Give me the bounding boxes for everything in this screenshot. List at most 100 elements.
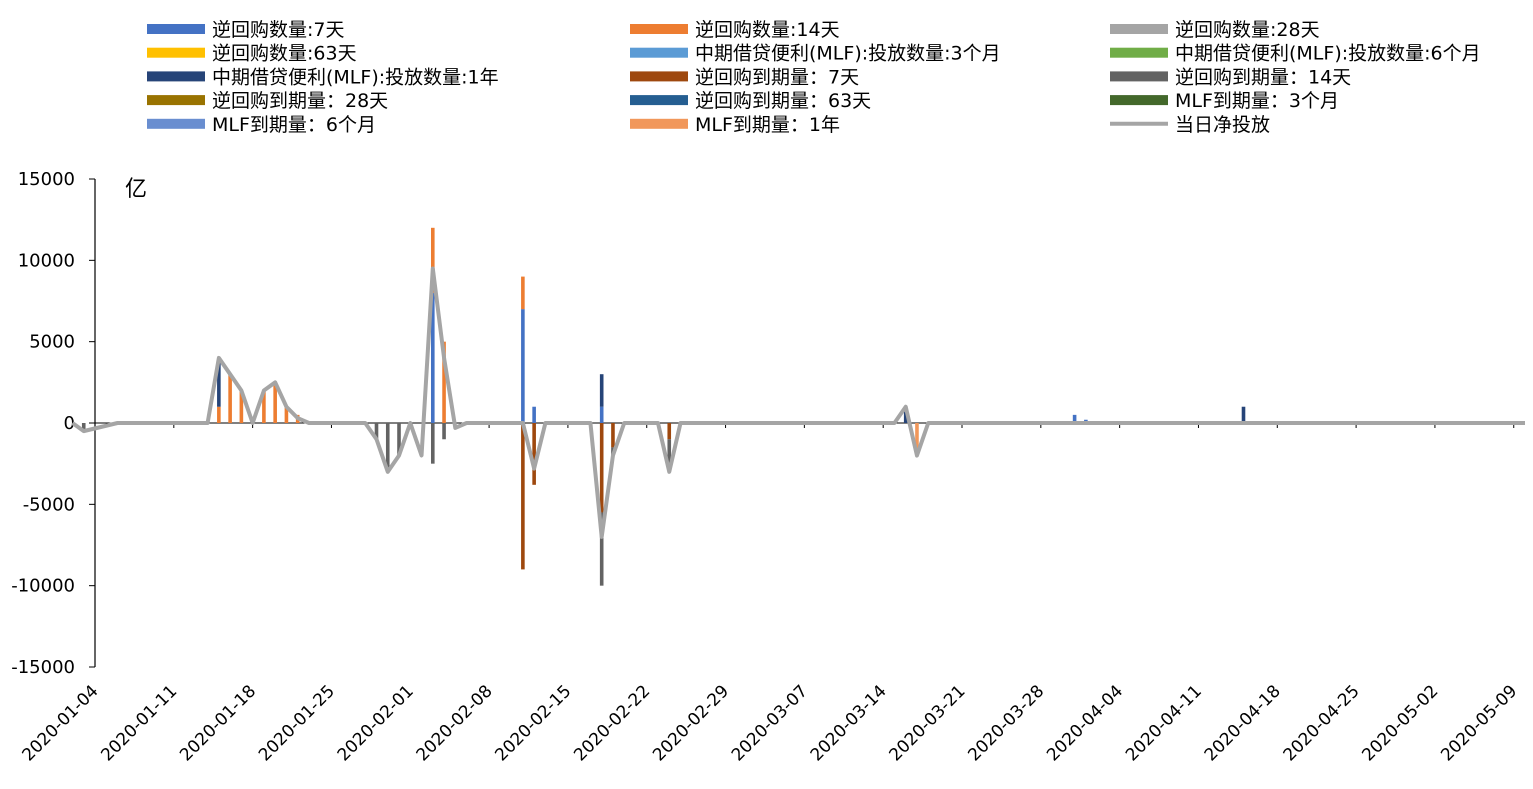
legend-swatch [630,24,688,34]
legend-item: 逆回购到期量：7天 [630,66,859,88]
bar [915,423,919,456]
x-tick-label: 2020-03-21 [886,681,970,765]
y-tick-label: 5000 [29,332,75,353]
legend-item: 中期借贷便利(MLF):投放数量:1年 [147,66,499,88]
bar [284,406,289,423]
bar [397,423,401,456]
bar [532,406,536,423]
legend-swatch [1110,71,1168,82]
legend-label: 中期借贷便利(MLF):投放数量:3个月 [695,43,1001,65]
legend-item: 逆回购到期量：14天 [1110,66,1351,88]
bar [430,423,435,464]
legend-item: 逆回购数量:7天 [147,19,345,41]
bar [599,406,604,423]
x-tick-label: 2020-03-28 [964,681,1048,765]
bar [1072,414,1077,423]
x-tick-label: 2020-01-25 [255,681,339,765]
legend-label: 中期借贷便利(MLF):投放数量:6个月 [1175,43,1481,65]
legend-swatch [630,118,688,129]
bar [1241,406,1246,423]
legend-swatch [630,71,688,82]
net-injection-line-layer [71,266,1525,539]
x-tick-label: 2020-02-29 [649,681,733,765]
y-tick-label: 15000 [18,169,75,190]
bar [374,423,379,440]
x-tick-label: 2020-01-18 [176,681,260,765]
legend-swatch [147,24,205,34]
x-tick-label: 2020-04-18 [1201,681,1285,765]
bar [521,309,525,423]
legend-swatch [147,95,205,106]
bar [532,423,536,485]
legend-swatch [1110,95,1168,106]
bar [262,390,266,423]
bar [599,512,604,586]
bar [239,390,244,423]
legend-label: 逆回购到期量：28天 [212,90,388,112]
legend-label: 逆回购数量:7天 [212,19,345,41]
bar [611,423,615,448]
y-tick-label: 0 [64,413,75,434]
x-tick-label: 2020-03-14 [807,681,891,765]
x-tick-label: 2020-05-09 [1437,681,1521,765]
x-tick-label: 2020-04-11 [1122,681,1206,765]
bar [521,423,525,570]
legend-item: 逆回购到期量：28天 [147,90,388,112]
x-tick-label: 2020-04-25 [1280,681,1364,765]
x-tick-label: 2020-02-15 [491,681,575,765]
bar [217,357,221,407]
legend-swatch [630,95,688,106]
y-tick-label: -15000 [11,657,75,678]
x-tick-label: 2020-01-04 [19,681,103,765]
bar [667,423,672,440]
legend-swatch [1110,24,1168,34]
legend-label: 逆回购到期量：14天 [1175,66,1351,88]
legend-item: 中期借贷便利(MLF):投放数量:6个月 [1110,43,1481,65]
legend-label: 逆回购到期量：63天 [695,90,871,112]
bar [228,374,232,423]
bar [430,227,435,293]
legend-label: MLF到期量：1年 [695,114,840,136]
legend-swatch [147,118,205,129]
legend-swatch [147,47,205,58]
legend-label: 当日净投放 [1175,114,1270,136]
legend-item: 逆回购数量:14天 [630,19,840,41]
x-tick-label: 2020-05-02 [1358,681,1442,765]
y-tick-label: -10000 [11,576,75,597]
bar [273,385,277,423]
legend-item: 逆回购数量:63天 [147,43,357,65]
y-tick-label: 10000 [18,250,75,271]
axes: 亿 15000 10000 5000 0 -5000 -10000 -15000 2020-0… [11,169,1525,765]
bar [521,276,525,310]
net-injection-line [71,266,1525,539]
legend-swatch [1110,47,1168,58]
legend-label: MLF到期量：3个月 [1175,90,1339,112]
bar [385,423,390,472]
bar [599,374,604,407]
legend-label: 中期借贷便利(MLF):投放数量:1年 [212,66,499,88]
x-tick-label: 2020-02-22 [570,681,654,765]
legend-label: 逆回购到期量：7天 [695,66,859,88]
legend-label: 逆回购数量:63天 [212,43,357,65]
legend-item: 逆回购数量:28天 [1110,19,1320,41]
legend-item: MLF到期量：6个月 [147,114,376,136]
bar [81,423,86,432]
legend-item: 逆回购到期量：63天 [630,90,871,112]
y-tick-label: -5000 [23,494,75,515]
x-tick-label: 2020-01-11 [97,681,181,765]
legend-item: MLF到期量：1年 [630,114,840,136]
legend-label: 逆回购数量:14天 [695,19,840,41]
legend-item: MLF到期量：3个月 [1110,90,1339,112]
x-tick-label: 2020-04-04 [1043,681,1127,765]
bar [442,341,446,423]
bar [599,423,604,513]
legend-item: 中期借贷便利(MLF):投放数量:3个月 [630,43,1001,65]
bars [81,227,1246,586]
legend-label: MLF到期量：6个月 [212,114,376,136]
legend-label: 逆回购数量:28天 [1175,19,1320,41]
bar [430,292,435,423]
bar [442,423,446,440]
legend-swatch [630,47,688,58]
